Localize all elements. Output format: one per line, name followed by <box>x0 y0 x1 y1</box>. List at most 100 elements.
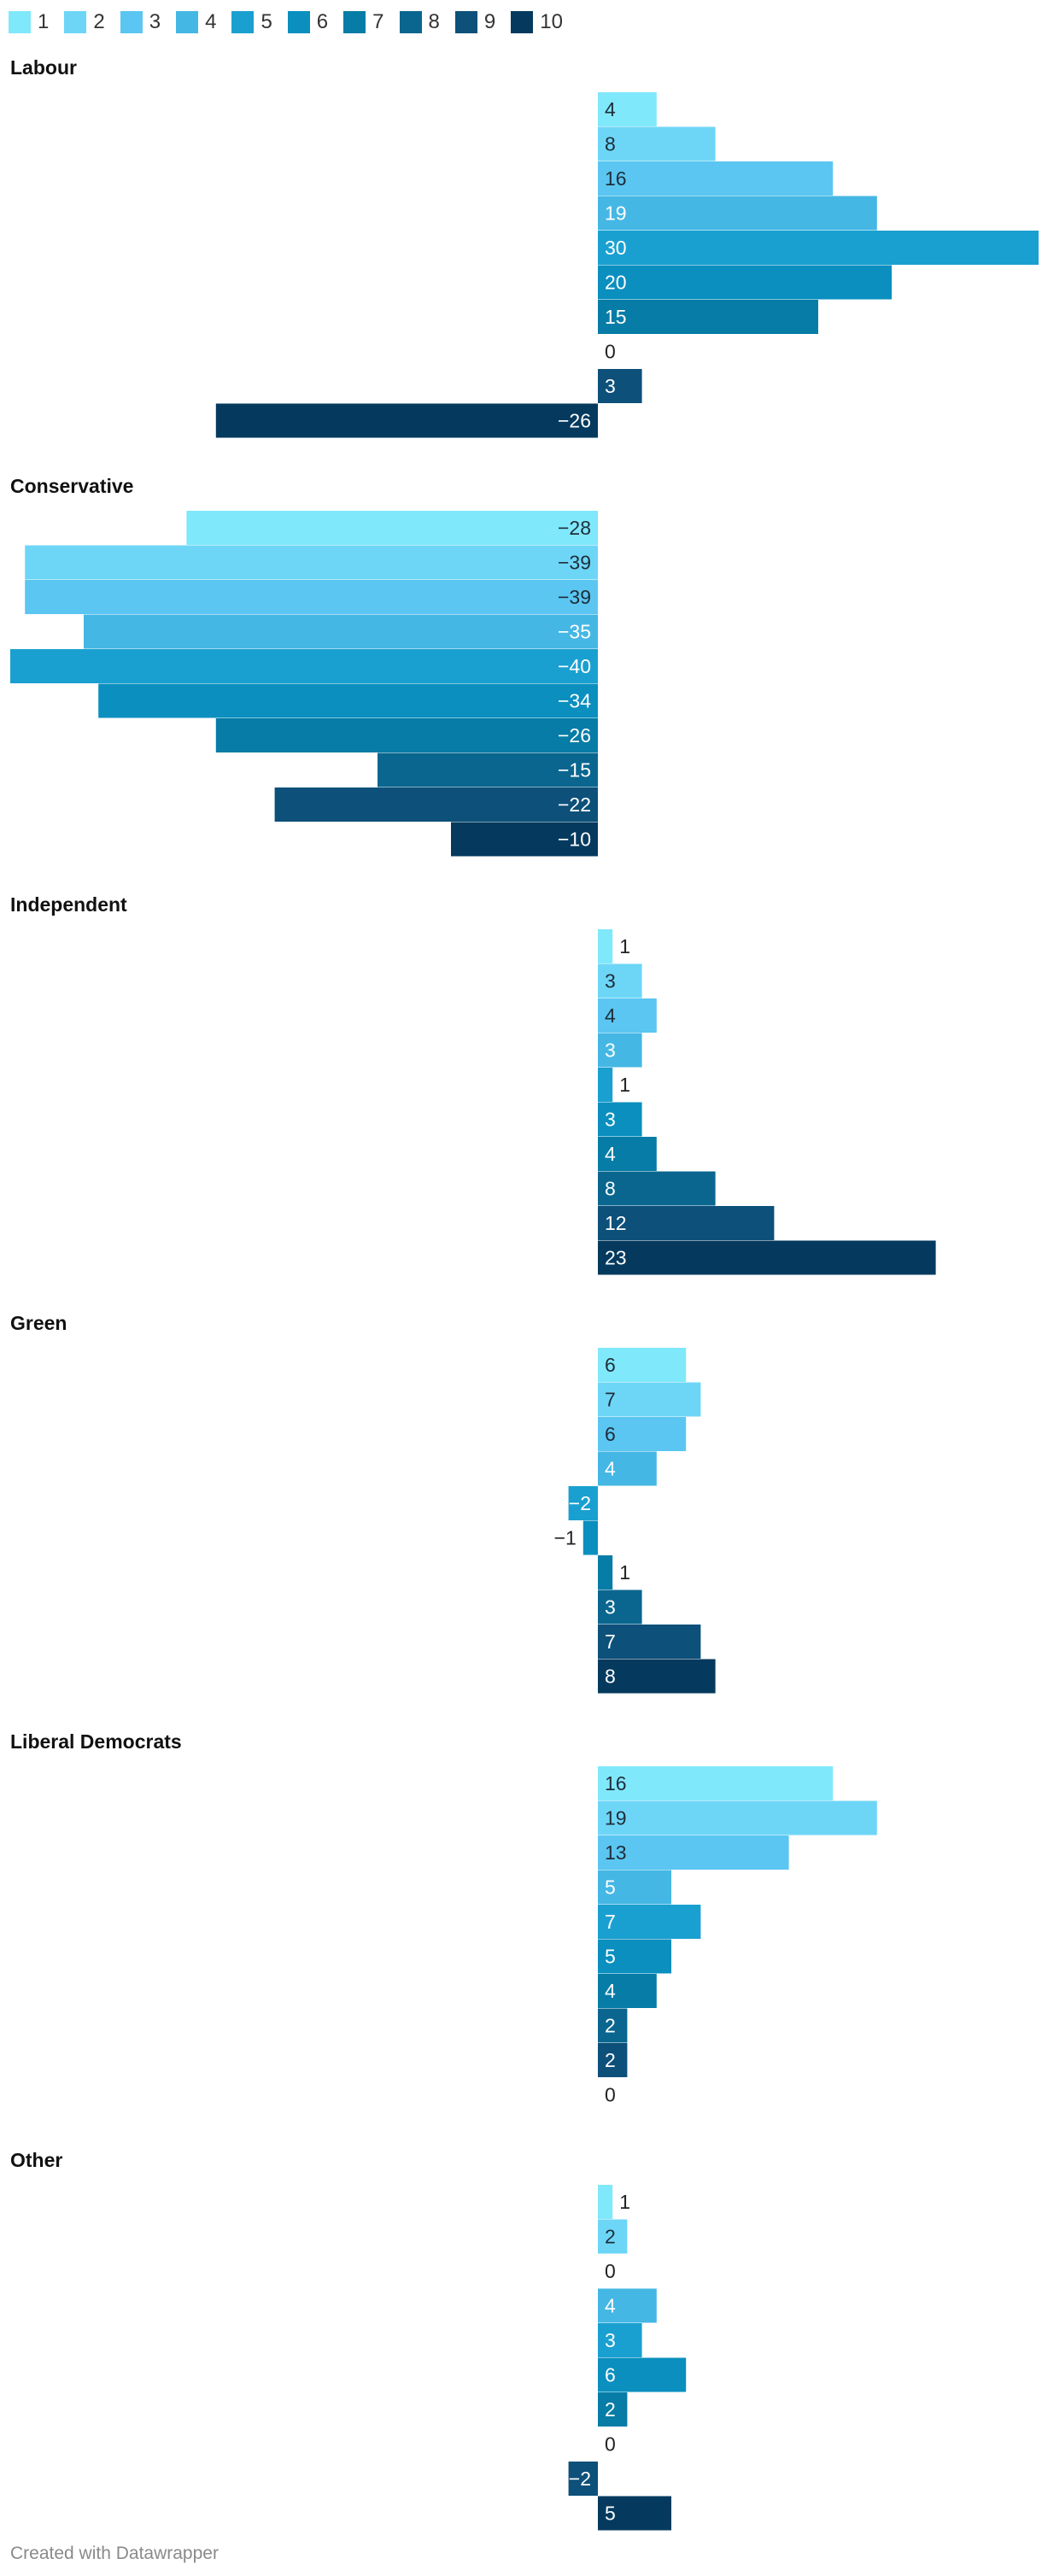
data-label-independent-3: 4 <box>605 1004 616 1027</box>
data-label-conservative-6: −34 <box>558 690 591 712</box>
data-label-other-8: 0 <box>605 2433 616 2456</box>
data-label-green-10: 8 <box>605 1666 616 1688</box>
data-label-other-3: 0 <box>605 2260 616 2282</box>
data-label-liberal-democrats-9: 2 <box>605 2049 616 2071</box>
bar-conservative-10 <box>451 822 598 857</box>
legend-swatch <box>287 11 310 33</box>
data-label-green-9: 7 <box>605 1630 616 1653</box>
bar-labour-5 <box>598 231 1039 265</box>
data-label-labour-5: 30 <box>605 237 627 259</box>
data-label-labour-6: 20 <box>605 272 627 294</box>
bar-labour-1 <box>598 92 657 126</box>
bar-other-6 <box>598 2357 687 2392</box>
legend-label: 7 <box>372 10 384 33</box>
data-label-green-2: 7 <box>605 1389 616 1411</box>
bar-independent-10 <box>598 1240 936 1275</box>
bar-labour-3 <box>598 161 834 196</box>
bar-labour-7 <box>598 300 818 334</box>
legend-label: 8 <box>428 10 440 33</box>
bar-liberal-democrats-6 <box>598 1939 671 1974</box>
bar-green-1 <box>598 1348 687 1382</box>
data-label-other-9: −2 <box>569 2468 591 2490</box>
bar-labour-2 <box>598 126 716 161</box>
data-label-liberal-democrats-2: 19 <box>605 1807 627 1830</box>
data-label-green-8: 3 <box>605 1596 616 1619</box>
data-label-liberal-democrats-10: 0 <box>605 2084 616 2106</box>
data-label-liberal-democrats-1: 16 <box>605 1772 627 1794</box>
data-label-other-2: 2 <box>605 2226 616 2248</box>
bar-independent-3 <box>598 998 657 1033</box>
bar-labour-6 <box>598 265 892 300</box>
data-label-conservative-5: −40 <box>558 655 591 677</box>
legend-item-3: 3 <box>120 10 161 34</box>
legend-swatch <box>9 11 31 33</box>
data-label-liberal-democrats-6: 5 <box>605 1946 616 1968</box>
bar-liberal-democrats-8 <box>598 2008 628 2043</box>
data-label-other-1: 1 <box>619 2191 630 2213</box>
bar-independent-5 <box>598 1068 613 1102</box>
bar-liberal-democrats-2 <box>598 1800 877 1835</box>
bar-independent-8 <box>598 1171 716 1206</box>
data-label-labour-1: 4 <box>605 98 616 120</box>
bar-labour-4 <box>598 196 877 231</box>
bar-conservative-1 <box>186 511 598 545</box>
panel-chart-liberal-democrats: 16 19 13 5 7 5 4 2 2 0 <box>598 1766 877 2106</box>
bar-other-5 <box>598 2323 642 2357</box>
legend-item-10: 10 <box>511 10 563 34</box>
data-label-conservative-4: −35 <box>558 621 591 643</box>
data-label-green-4: 4 <box>605 1458 616 1480</box>
data-label-independent-1: 1 <box>619 935 630 957</box>
panel-chart-labour: 4 8 16 19 30 20 15 0 3 −26 <box>215 92 1039 438</box>
data-label-liberal-democrats-8: 2 <box>605 2015 616 2037</box>
bar-liberal-democrats-7 <box>598 1974 657 2008</box>
legend-item-2: 2 <box>64 10 105 34</box>
legend-item-1: 1 <box>9 10 49 34</box>
legend-label: 9 <box>483 10 496 33</box>
data-label-green-7: 1 <box>619 1561 630 1584</box>
data-label-independent-6: 3 <box>605 1109 616 1131</box>
data-label-green-3: 6 <box>605 1423 616 1445</box>
bar-green-3 <box>598 1417 687 1451</box>
bar-green-4 <box>598 1451 657 1486</box>
data-label-liberal-democrats-4: 5 <box>605 1876 616 1899</box>
panel-chart-green: 6 7 6 4 −2 −1 13 7 8 <box>554 1348 716 1694</box>
bar-conservative-4 <box>84 614 598 649</box>
legend-item-5: 5 <box>231 10 272 34</box>
data-label-conservative-3: −39 <box>558 586 591 608</box>
legend-swatch <box>64 11 87 33</box>
data-label-conservative-7: −26 <box>558 724 591 746</box>
legend-item-8: 8 <box>399 10 440 34</box>
panel-title-green: Green <box>10 1312 67 1334</box>
bar-labour-10 <box>215 403 599 438</box>
bar-liberal-democrats-1 <box>598 1766 834 1800</box>
bar-independent-6 <box>598 1102 642 1137</box>
bar-other-7 <box>598 2392 628 2427</box>
legend-item-7: 7 <box>343 10 384 34</box>
legend-item-9: 9 <box>454 10 496 34</box>
bar-green-7 <box>598 1555 613 1590</box>
data-label-other-10: 5 <box>605 2503 616 2525</box>
bar-independent-4 <box>598 1033 642 1068</box>
legend-item-4: 4 <box>176 10 216 34</box>
data-label-labour-3: 16 <box>605 167 627 190</box>
data-label-other-6: 6 <box>605 2364 616 2386</box>
data-label-independent-10: 23 <box>605 1247 627 1269</box>
bar-liberal-democrats-9 <box>598 2043 628 2077</box>
legend-label: 5 <box>260 10 272 33</box>
data-label-conservative-10: −10 <box>558 828 591 851</box>
data-label-labour-8: 0 <box>605 341 616 363</box>
legend-label: 1 <box>38 10 50 33</box>
bar-green-8 <box>598 1590 642 1625</box>
bar-other-10 <box>598 2496 671 2531</box>
data-label-liberal-democrats-5: 7 <box>605 1911 616 1933</box>
bar-other-1 <box>598 2185 613 2219</box>
legend-label: 3 <box>149 10 161 33</box>
bar-green-9 <box>598 1625 701 1659</box>
bar-other-4 <box>598 2288 657 2323</box>
legend-swatch <box>399 11 422 33</box>
bar-liberal-democrats-3 <box>598 1835 789 1870</box>
data-label-labour-7: 15 <box>605 306 627 328</box>
data-label-independent-5: 1 <box>619 1074 630 1096</box>
